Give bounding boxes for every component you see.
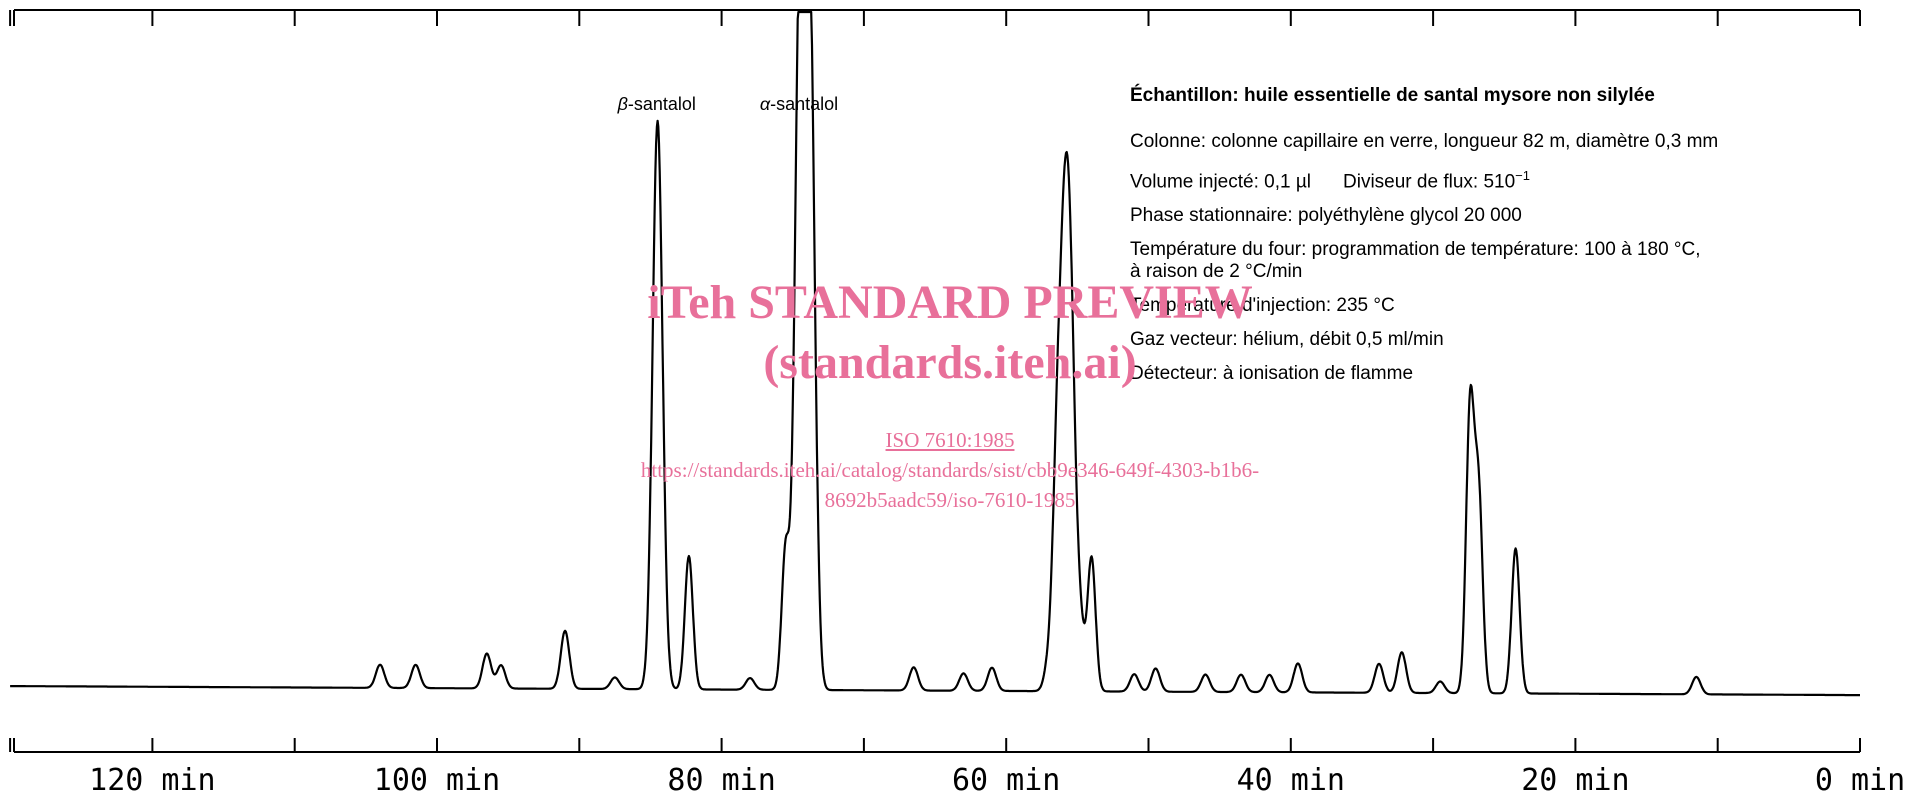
watermark-url-2: 8692b5aadc59/iso-7610-1985 [824, 488, 1076, 512]
info-oven-temperature: Température du four: programmation de te… [1130, 239, 1701, 261]
top-axis-ticks [9, 10, 1861, 752]
info-oven-rate: à raison de 2 °C/min [1130, 261, 1303, 283]
info-detector: Détecteur: à ionisation de flamme [1130, 363, 1414, 385]
info-stationary-phase: Phase stationnaire: polyéthylène glycol … [1130, 205, 1522, 227]
chromatogram-trace [9, 10, 1861, 697]
x-tick-label: 80 min [667, 763, 775, 798]
x-tick-label: 20 min [1521, 763, 1629, 798]
watermark-url-1: https://standards.iteh.ai/catalog/standa… [640, 458, 1260, 482]
x-tick-label: 60 min [952, 763, 1060, 798]
info-injection-temperature: Température d'injection: 235 °C [1130, 295, 1395, 317]
info-column: Colonne: colonne capillaire en verre, lo… [1130, 131, 1719, 152]
peak-labels: β-santalol α-santalol [617, 94, 839, 114]
watermark-iso-link[interactable]: ISO 7610:1985 [885, 428, 1015, 452]
info-carrier-gas: Gaz vecteur: hélium, débit 0,5 ml/min [1130, 329, 1444, 351]
bottom-axis-ticks [9, 738, 1861, 752]
peak-label: β-santalol [617, 94, 696, 114]
x-tick-label: 0 min [1815, 763, 1905, 798]
x-tick-label: 120 min [89, 763, 215, 798]
peak-label: α-santalol [760, 94, 838, 114]
watermark-site: (standards.iteh.ai) [763, 336, 1137, 389]
info-split-exponent: −1 [1515, 168, 1530, 183]
x-tick-label: 100 min [374, 763, 500, 798]
watermark-title: iTeh STANDARD PREVIEW [647, 276, 1253, 329]
info-split-ratio: Diviseur de flux: 510 [1343, 171, 1516, 193]
x-tick-labels: 120 min 100 min 80 min 60 min 40 min 20 min 0 … [89, 763, 1905, 798]
x-tick-label: 40 min [1237, 763, 1345, 798]
sample-title: Échantillon: huile essentielle de santal… [1130, 85, 1655, 106]
info-injection-volume: Volume injecté: 0,1 µl [1130, 171, 1311, 193]
info-injection-volume-row: Volume injecté: 0,1 µl Diviseur de flux: … [1130, 165, 1910, 193]
sample-info-block: Échantillon: huile essentielle de santal… [1130, 85, 1910, 397]
